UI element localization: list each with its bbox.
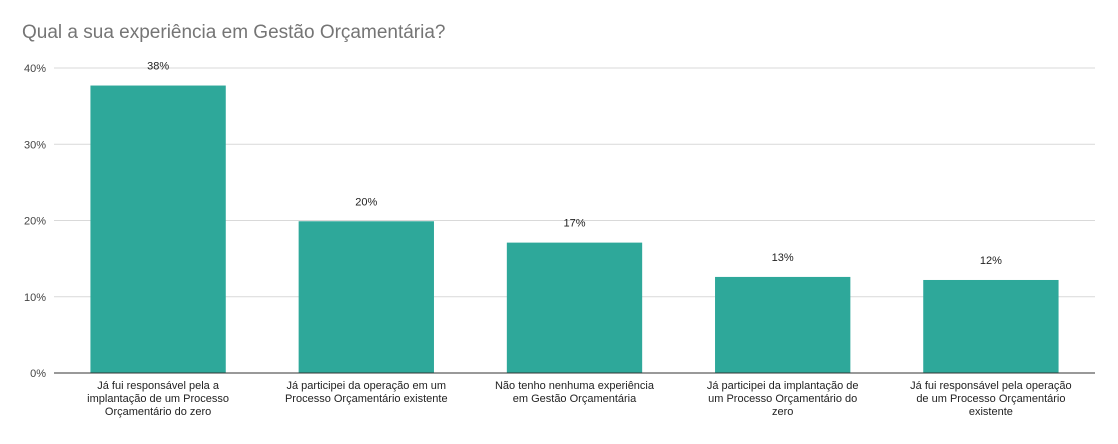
category-label: implantação de um Processo xyxy=(87,393,229,405)
data-label: 20% xyxy=(355,196,377,208)
category-label: Já fui responsável pela a xyxy=(97,380,220,392)
data-label: 38% xyxy=(147,61,169,73)
category-label: existente xyxy=(969,406,1013,418)
data-label: 17% xyxy=(563,218,585,230)
category-label: zero xyxy=(772,406,793,418)
category-label: Orçamentário do zero xyxy=(105,406,211,418)
y-tick-label: 20% xyxy=(24,216,46,228)
y-axis-ticks: 0% 10% 20% 30% 40% xyxy=(24,63,46,380)
bar xyxy=(715,276,851,373)
y-tick-label: 0% xyxy=(30,368,46,380)
category-label: Processo Orçamentário existente xyxy=(285,393,448,405)
data-label: 13% xyxy=(772,252,794,264)
category-label: de um Processo Orçamentário xyxy=(916,393,1065,405)
data-label: 12% xyxy=(980,255,1002,267)
data-labels: 38% 20% 17% 13% 12% xyxy=(147,61,1002,267)
y-tick-label: 10% xyxy=(24,292,46,304)
category-label: Já fui responsável pela operação xyxy=(910,380,1071,392)
category-label: Já participei da implantação de xyxy=(707,380,859,392)
category-label: Já participei da operação em um xyxy=(287,380,447,392)
bar xyxy=(90,85,226,373)
bar xyxy=(298,221,434,373)
category-label: Não tenho nenhuma experiência xyxy=(495,380,655,392)
y-tick-label: 40% xyxy=(24,63,46,75)
bar xyxy=(923,279,1059,373)
bars xyxy=(90,85,1059,373)
bar xyxy=(506,242,643,373)
chart-title: Qual a sua experiência em Gestão Orçamen… xyxy=(22,22,446,43)
category-label: um Processo Orçamentário do xyxy=(708,393,857,405)
category-label: em Gestão Orçamentária xyxy=(513,393,637,405)
y-tick-label: 30% xyxy=(24,139,46,151)
